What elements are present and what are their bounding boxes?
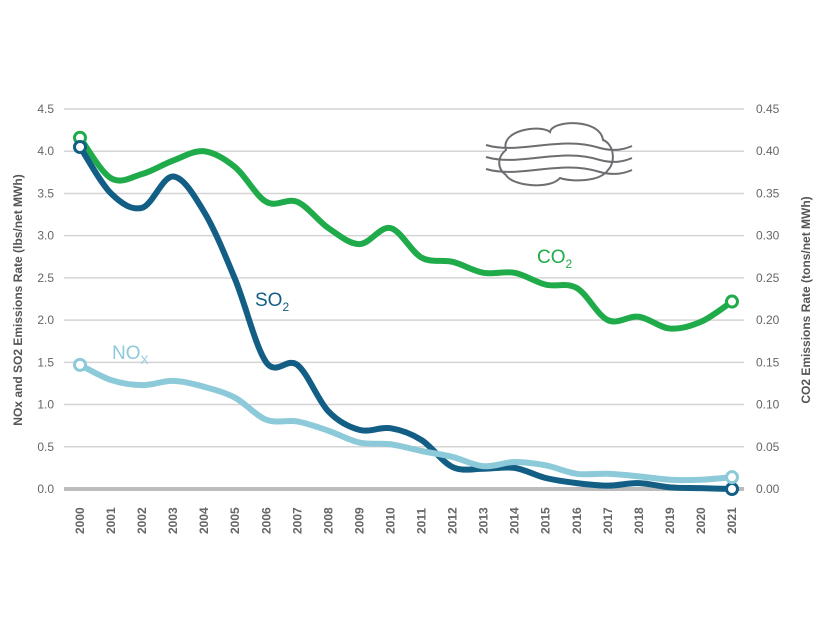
x-tick-label: 2011 bbox=[415, 508, 429, 534]
x-tick-label: 2018 bbox=[632, 507, 646, 534]
series-label-nox: NOX bbox=[112, 343, 149, 367]
y-right-tick-label: 0.00 bbox=[756, 482, 780, 496]
x-tick-label: 2016 bbox=[570, 507, 584, 534]
y-left-tick-label: 3.0 bbox=[37, 229, 54, 243]
y-left-tick-label: 2.5 bbox=[37, 271, 54, 285]
y-left-tick-label: 1.5 bbox=[37, 355, 54, 369]
endpoint-marker bbox=[725, 482, 739, 496]
endpoint-marker bbox=[73, 140, 87, 154]
x-tick-label: 2015 bbox=[539, 507, 553, 534]
y-left-tick-label: 0.5 bbox=[37, 440, 54, 454]
series-label-so2: SO2 bbox=[255, 290, 289, 314]
x-tick-label: 2002 bbox=[135, 507, 149, 534]
y-left-tick-label: 2.0 bbox=[37, 313, 54, 327]
series-lines bbox=[73, 130, 739, 496]
x-tick-label: 2017 bbox=[601, 507, 615, 534]
cloud-with-wind-icon bbox=[485, 122, 633, 187]
x-tick-label: 2003 bbox=[166, 507, 180, 534]
x-tick-label: 2006 bbox=[259, 507, 273, 534]
y-right-tick-label: 0.30 bbox=[756, 229, 780, 243]
x-tick-label: 2013 bbox=[477, 507, 491, 534]
y-right-tick-label: 0.20 bbox=[756, 313, 780, 327]
endpoint-marker bbox=[725, 294, 739, 309]
endpoint-marker bbox=[725, 470, 739, 485]
series-label-co2: CO2 bbox=[537, 247, 573, 271]
x-tick-label: 2010 bbox=[383, 507, 397, 534]
x-tick-label: 2008 bbox=[321, 507, 335, 534]
y-right-tick-label: 0.40 bbox=[756, 144, 780, 158]
y-left-tick-label: 4.5 bbox=[37, 102, 54, 116]
series-line bbox=[77, 361, 735, 484]
endpoint-marker bbox=[73, 357, 87, 372]
y-right-tick-label: 0.05 bbox=[756, 440, 780, 454]
series-nox bbox=[73, 357, 739, 485]
y-right-tick-label: 0.15 bbox=[756, 355, 780, 369]
series-line bbox=[77, 144, 735, 492]
left-axis-label: NOx and SO2 Emissions Rate (lbs/net MWh) bbox=[11, 174, 25, 425]
x-tick-label: 2012 bbox=[446, 507, 460, 534]
series-co2 bbox=[73, 130, 739, 332]
x-tick-label: 2001 bbox=[104, 507, 118, 534]
y-right-tick-label: 0.45 bbox=[756, 102, 780, 116]
y-left-tick-label: 3.5 bbox=[37, 186, 54, 200]
y-right-tick-label: 0.35 bbox=[756, 186, 780, 200]
series-so2 bbox=[73, 140, 739, 496]
x-tick-label: 2007 bbox=[290, 507, 304, 534]
y-right-tick-label: 0.10 bbox=[756, 398, 780, 412]
gridlines bbox=[64, 108, 744, 491]
y-right-tick-label: 0.25 bbox=[756, 271, 780, 285]
y-left-tick-label: 1.0 bbox=[37, 398, 54, 412]
x-tick-label: 2014 bbox=[508, 507, 522, 534]
x-tick-label: 2005 bbox=[228, 507, 242, 534]
x-tick-label: 2000 bbox=[73, 507, 87, 534]
x-tick-label: 2020 bbox=[694, 507, 708, 534]
y-left-tick-label: 4.0 bbox=[37, 144, 54, 158]
tick-labels: 0.0 0.00 0.5 0.05 1.0 0.10 1.5 0.15 2.0 0.20 2.5 0.… bbox=[37, 102, 779, 534]
y-left-tick-label: 0.0 bbox=[37, 482, 54, 496]
series-line bbox=[77, 134, 735, 332]
x-tick-label: 2004 bbox=[197, 507, 211, 534]
x-tick-label: 2009 bbox=[352, 507, 366, 534]
right-axis-label: CO2 Emissions Rate (tons/net MWh) bbox=[799, 196, 813, 403]
x-tick-label: 2019 bbox=[663, 507, 677, 534]
x-tick-label: 2021 bbox=[725, 507, 739, 534]
